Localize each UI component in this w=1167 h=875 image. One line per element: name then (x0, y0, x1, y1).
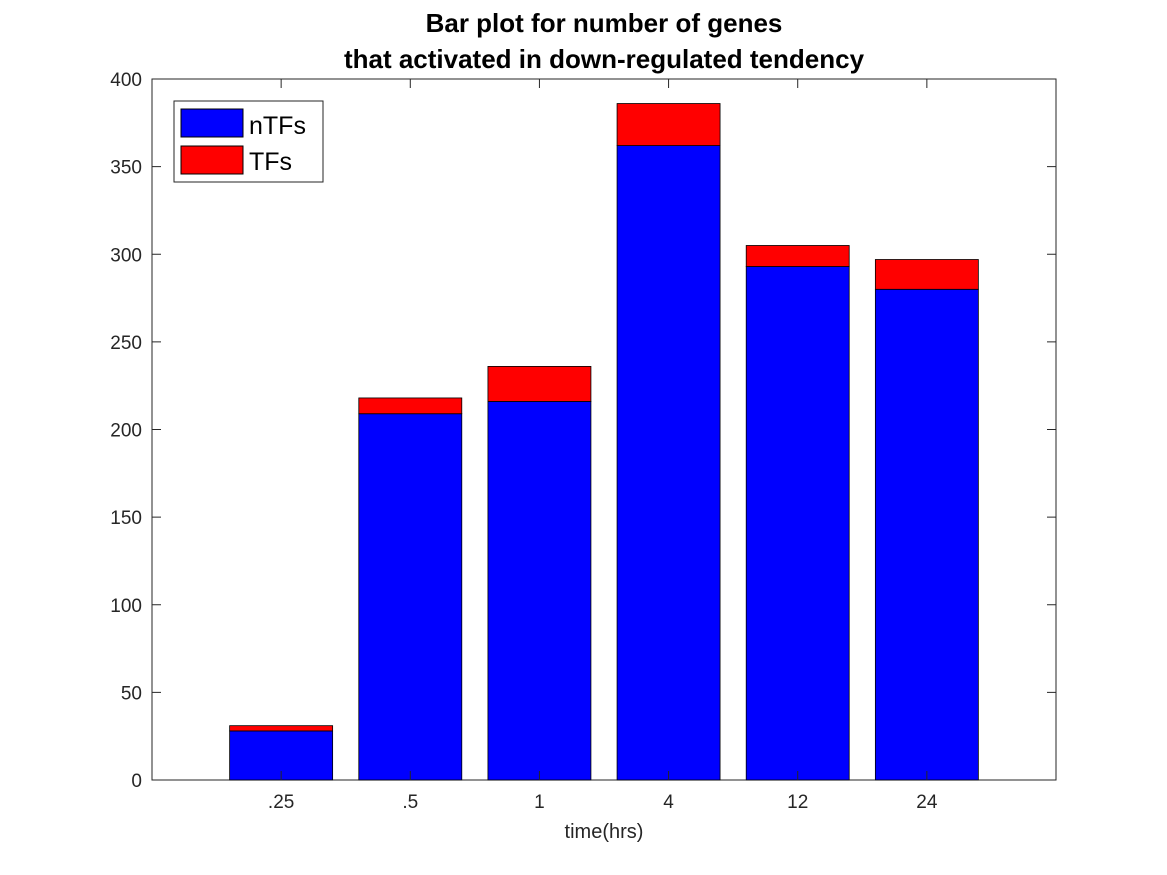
legend-swatch-tfs (180, 145, 244, 175)
bars (229, 103, 979, 781)
x-tick-label: 12 (787, 792, 808, 813)
bar-tfs-p5 (358, 397, 463, 415)
chart-title-line-2: that activated in down-regulated tendenc… (344, 44, 865, 74)
legend-swatch-ntfs (180, 108, 244, 138)
legend: nTFs TFs (173, 100, 324, 183)
x-tick-label: .25 (268, 792, 294, 813)
x-tick-label: .5 (402, 792, 418, 813)
y-tick-label: 50 (121, 683, 142, 704)
bar-tfs-1 (487, 366, 592, 402)
bar-ntfs-p5 (358, 413, 463, 781)
y-tick-label: 400 (110, 70, 142, 91)
y-tick-label: 0 (131, 771, 142, 792)
x-tick-label: 1 (534, 792, 545, 813)
bar-ntfs-12 (745, 266, 850, 781)
x-axis-ticks: .25 .5 1 4 12 24 (268, 79, 938, 813)
bar-tfs-12 (745, 245, 850, 267)
bar-ntfs-24 (874, 288, 979, 781)
legend-label-tfs: TFs (249, 148, 292, 176)
legend-label-ntfs: nTFs (249, 112, 306, 140)
y-tick-label: 250 (110, 333, 142, 354)
x-axis-label: time(hrs) (565, 821, 644, 843)
bar-tfs-p25 (229, 725, 334, 732)
bar-ntfs-4 (616, 145, 721, 781)
y-tick-label: 100 (110, 596, 142, 617)
y-tick-label: 300 (110, 245, 142, 266)
bar-tfs-24 (874, 259, 979, 290)
x-tick-label: 24 (916, 792, 938, 813)
y-axis-ticks: 0 50 100 150 200 250 300 350 400 (110, 70, 1056, 792)
y-tick-label: 150 (110, 508, 142, 529)
y-tick-label: 350 (110, 158, 142, 179)
bar-ntfs-1 (487, 401, 592, 781)
y-tick-label: 200 (110, 421, 142, 442)
bar-tfs-4 (616, 103, 721, 146)
chart-title-line-1: Bar plot for number of genes (426, 8, 783, 38)
x-tick-label: 4 (663, 792, 674, 813)
